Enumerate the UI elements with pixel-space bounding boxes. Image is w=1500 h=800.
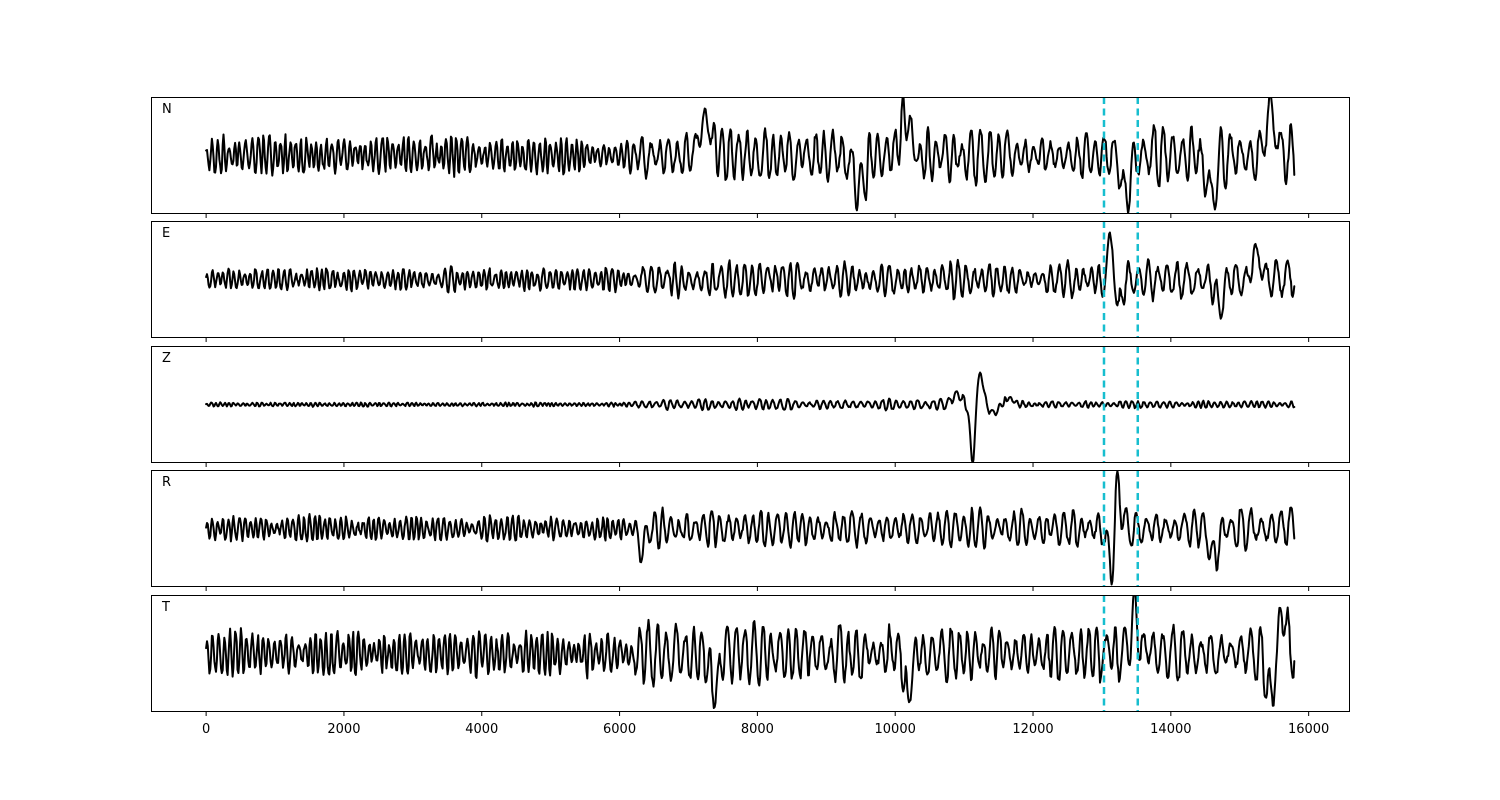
trace-z xyxy=(205,371,1296,463)
channel-label: Z xyxy=(162,351,171,366)
x-axis: 0 2000 4000 6000 8000 10000 12000 14000 16000 xyxy=(202,722,1329,737)
panel-n: N xyxy=(151,97,1350,218)
channel-label: R xyxy=(162,475,171,490)
channel-label: N xyxy=(162,102,172,117)
trace-t xyxy=(205,595,1296,709)
x-tick-label: 14000 xyxy=(1150,722,1191,737)
x-tick-label: 4000 xyxy=(465,722,498,737)
trace-r xyxy=(205,470,1296,586)
panel-r: R xyxy=(151,470,1350,591)
x-tick-label: 0 xyxy=(202,722,210,737)
panel-frame xyxy=(151,595,1350,712)
x-tick-label: 12000 xyxy=(1012,722,1053,737)
panel-frame xyxy=(151,97,1350,214)
panels: N E Z R T xyxy=(151,97,1350,716)
x-tick-label: 8000 xyxy=(741,722,774,737)
x-tick-label: 2000 xyxy=(327,722,360,737)
panel-frame xyxy=(151,346,1350,463)
trace-n xyxy=(205,97,1296,214)
panel-frame xyxy=(151,470,1350,587)
panel-t: T xyxy=(151,595,1350,716)
panel-z: Z xyxy=(151,346,1350,467)
trace-e xyxy=(205,231,1296,320)
x-tick-label: 6000 xyxy=(603,722,636,737)
channel-label: E xyxy=(162,226,170,241)
panel-e: E xyxy=(151,221,1350,342)
panel-frame xyxy=(151,221,1350,338)
x-tick-label: 10000 xyxy=(875,722,916,737)
x-tick-label: 16000 xyxy=(1288,722,1329,737)
channel-label: T xyxy=(161,600,170,615)
